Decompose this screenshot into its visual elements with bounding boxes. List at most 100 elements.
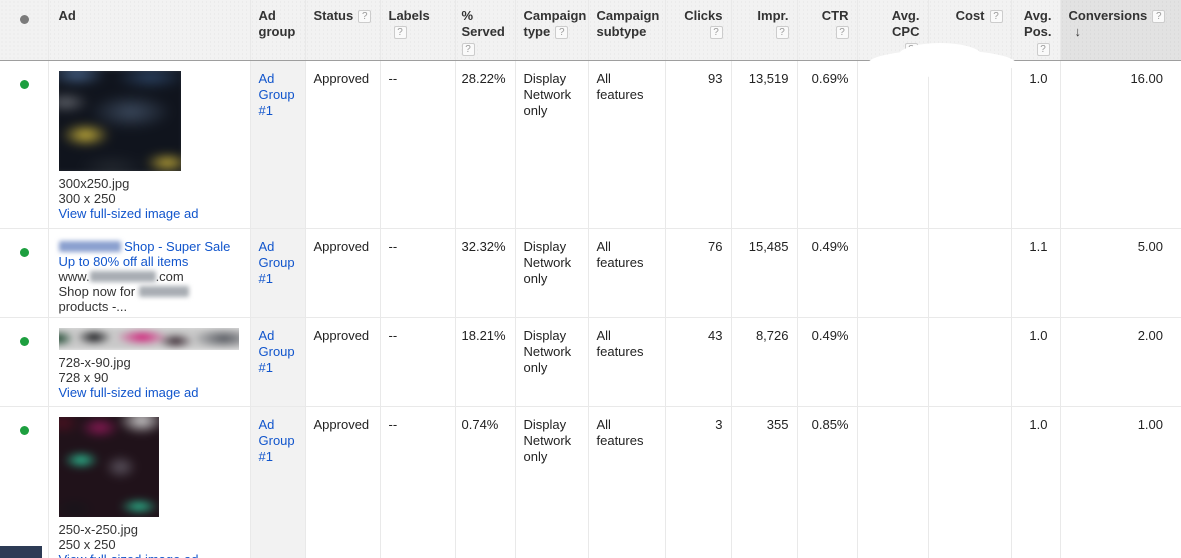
col-header-ctr[interactable]: CTR? bbox=[796, 0, 857, 61]
cell-cpc bbox=[856, 317, 928, 406]
erased-region bbox=[898, 43, 982, 69]
cell-clicks: 43 bbox=[664, 317, 731, 406]
col-header-status[interactable]: Status? bbox=[304, 0, 380, 61]
cell-cost bbox=[927, 317, 1011, 406]
cell-group: Ad Group #1 bbox=[249, 317, 305, 406]
cell-cpc bbox=[856, 406, 928, 558]
cell-impr: 8,726 bbox=[730, 317, 797, 406]
cell-pos: 1.0 bbox=[1010, 317, 1060, 406]
cell-cost bbox=[927, 228, 1011, 317]
help-icon[interactable]: ? bbox=[555, 26, 569, 39]
col-header-label: Clicks bbox=[684, 8, 723, 23]
help-icon[interactable]: ? bbox=[393, 26, 407, 39]
status-dot-icon[interactable] bbox=[20, 247, 29, 257]
help-icon[interactable]: ? bbox=[358, 10, 372, 23]
cell-conv: 1.00 bbox=[1059, 406, 1181, 558]
cell-impr: 13,519 bbox=[730, 60, 797, 228]
cell-conv: 2.00 bbox=[1059, 317, 1181, 406]
help-icon[interactable]: ? bbox=[709, 26, 723, 39]
col-header-bullet[interactable] bbox=[0, 0, 48, 61]
cell-ctype: Display Network only bbox=[514, 60, 588, 228]
status-dot-icon[interactable] bbox=[20, 79, 29, 89]
ad-dimensions: 300 x 250 bbox=[58, 190, 116, 206]
image-ad: 300x250.jpg 300 x 250 View full-sized imag… bbox=[58, 70, 242, 221]
ad-dimensions: 728 x 90 bbox=[58, 369, 109, 385]
col-header-conv[interactable]: Conversions ? ↓ bbox=[1059, 0, 1181, 61]
cell-bullet bbox=[0, 317, 48, 406]
cell-cost bbox=[927, 60, 1011, 228]
col-header-group[interactable]: Ad group bbox=[249, 0, 305, 61]
cell-impr: 15,485 bbox=[730, 228, 797, 317]
col-header-label: Campaign type bbox=[523, 8, 587, 39]
cell-csub: All features bbox=[587, 406, 665, 558]
view-image-ad-link[interactable]: View full-sized image ad bbox=[59, 552, 242, 558]
help-icon[interactable]: ? bbox=[461, 43, 475, 56]
col-header-ctype[interactable]: Campaign type? bbox=[514, 0, 588, 61]
help-icon[interactable]: ? bbox=[835, 26, 849, 39]
redacted-text bbox=[58, 240, 121, 252]
view-image-ad-link[interactable]: View full-sized image ad bbox=[58, 205, 199, 221]
col-header-clicks[interactable]: Clicks? bbox=[664, 0, 731, 61]
col-header-label: Avg. Pos. bbox=[1023, 8, 1052, 39]
ad-group-link[interactable]: Ad Group #1 bbox=[258, 70, 295, 118]
cell-ctype: Display Network only bbox=[514, 317, 588, 406]
col-header-csub[interactable]: Campaign subtype bbox=[587, 0, 665, 61]
cell-status: Approved bbox=[304, 406, 380, 558]
col-header-label: Conversions bbox=[1068, 8, 1148, 23]
cell-served: 0.74% bbox=[454, 406, 515, 558]
ad-headline-link[interactable]: Shop - Super Sale bbox=[58, 239, 242, 254]
col-header-label: Cost bbox=[955, 8, 985, 23]
cell-status: Approved bbox=[304, 317, 380, 406]
blurred-creative bbox=[58, 416, 159, 517]
cell-pos: 1.0 bbox=[1010, 406, 1060, 558]
help-icon[interactable]: ? bbox=[1036, 43, 1050, 56]
col-header-impr[interactable]: Impr.? bbox=[730, 0, 797, 61]
cell-status: Approved bbox=[304, 228, 380, 317]
ad-filename: 300x250.jpg bbox=[58, 175, 130, 191]
col-header-label: Ad group bbox=[258, 8, 296, 39]
cell-conv: 5.00 bbox=[1059, 228, 1181, 317]
col-header-label: Labels bbox=[388, 8, 430, 23]
table-header-row: Ad Ad group Status? Labels?% Served? Campaig… bbox=[0, 0, 1181, 61]
col-header-label: % Served bbox=[461, 8, 505, 39]
status-dot-gray-icon bbox=[20, 15, 29, 24]
ad-filename: 250-x-250.jpg bbox=[58, 521, 139, 537]
help-icon[interactable]: ? bbox=[989, 10, 1003, 23]
status-dot-icon[interactable] bbox=[20, 336, 29, 346]
cell-labels: -- bbox=[379, 228, 455, 317]
screenshot-artifact-bar bbox=[0, 546, 42, 558]
cell-group: Ad Group #1 bbox=[249, 228, 305, 317]
cell-ctr: 0.85% bbox=[796, 406, 857, 558]
ad-display-url: www. .com bbox=[58, 268, 184, 284]
cell-labels: -- bbox=[379, 406, 455, 558]
ad-description-line3: products -... bbox=[58, 298, 128, 314]
cell-ctr: 0.49% bbox=[796, 228, 857, 317]
redacted-text bbox=[138, 285, 189, 297]
cell-ctr: 0.49% bbox=[796, 317, 857, 406]
ad-description-line2: Shop now for bbox=[59, 284, 242, 299]
redacted-text bbox=[89, 270, 156, 282]
ad-group-link[interactable]: Ad Group #1 bbox=[258, 416, 295, 464]
cell-labels: -- bbox=[379, 60, 455, 228]
ad-group-link[interactable]: Ad Group #1 bbox=[258, 238, 295, 286]
ad-description-line1: Up to 80% off all items bbox=[58, 253, 189, 269]
help-icon[interactable]: ? bbox=[1152, 10, 1166, 23]
help-icon[interactable]: ? bbox=[775, 26, 789, 39]
cell-cost bbox=[927, 406, 1011, 558]
view-image-ad-link[interactable]: View full-sized image ad bbox=[58, 384, 199, 400]
col-header-served[interactable]: % Served? bbox=[454, 0, 515, 61]
col-header-pos[interactable]: Avg. Pos.? bbox=[1010, 0, 1060, 61]
col-header-labels[interactable]: Labels? bbox=[379, 0, 455, 61]
cell-ad: 728-x-90.jpg 728 x 90 View full-sized imag… bbox=[47, 317, 250, 406]
ad-image-thumbnail bbox=[58, 416, 159, 517]
ad-filename: 728-x-90.jpg bbox=[58, 354, 131, 370]
cell-bullet bbox=[0, 60, 48, 228]
col-header-ad[interactable]: Ad bbox=[47, 0, 250, 61]
ad-group-link[interactable]: Ad Group #1 bbox=[258, 327, 295, 375]
sort-desc-icon[interactable]: ↓ bbox=[1074, 24, 1082, 39]
cell-cpc bbox=[856, 60, 928, 228]
status-dot-icon[interactable] bbox=[20, 425, 29, 435]
